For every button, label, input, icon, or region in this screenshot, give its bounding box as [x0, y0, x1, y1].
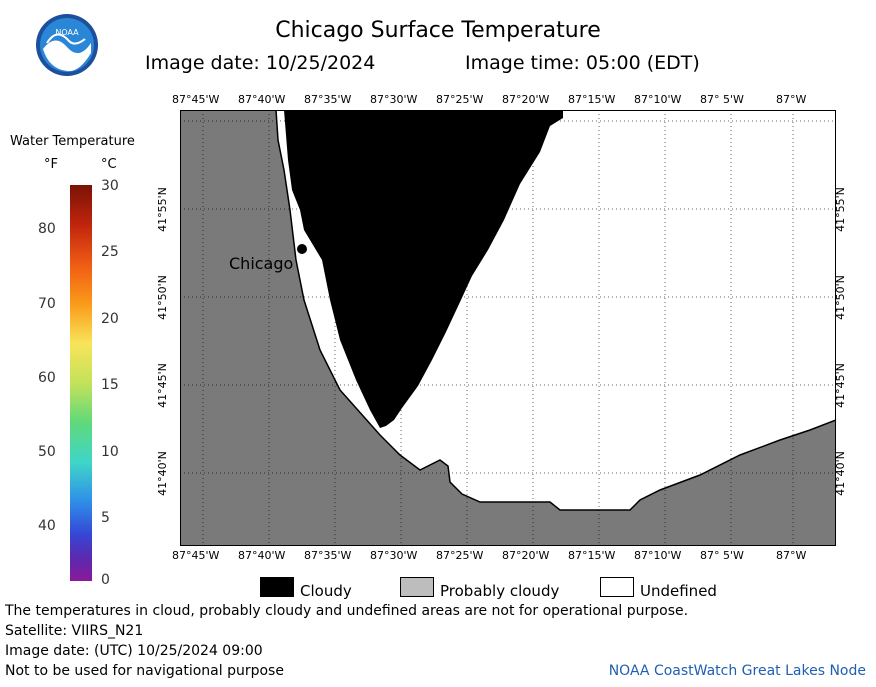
c-tick: 20	[101, 311, 119, 327]
f-tick: 50	[38, 444, 56, 460]
image-time: Image time: 05:00 (EDT)	[465, 52, 700, 74]
chicago-label: Chicago	[229, 254, 294, 273]
colorbar-gradient	[70, 185, 92, 581]
temperature-map	[180, 109, 837, 546]
lon-label: 87°45'W	[172, 549, 220, 562]
lon-label: 87°40'W	[238, 549, 286, 562]
lon-label: 87°25'W	[436, 93, 484, 106]
map-frame	[180, 110, 836, 546]
legend-label-undefined: Undefined	[640, 582, 717, 600]
f-tick: 60	[38, 370, 56, 386]
coastline	[275, 109, 837, 511]
lon-label: 87°45'W	[172, 93, 220, 106]
lat-label: 41°50'N	[155, 275, 169, 320]
c-tick: 15	[101, 377, 119, 393]
lat-label: 41°40'N	[155, 451, 169, 496]
footer-utc-date: Image date: (UTC) 10/25/2024 09:00	[5, 643, 263, 659]
cloud-area	[284, 110, 563, 428]
logo-text: NOAA	[55, 28, 79, 37]
lon-label: 87°30'W	[370, 93, 418, 106]
lon-label: 87°30'W	[370, 549, 418, 562]
lon-label: 87° 5'W	[700, 549, 744, 562]
footer-credit: NOAA CoastWatch Great Lakes Node	[608, 663, 866, 679]
image-date: Image date: 10/25/2024	[145, 52, 376, 74]
lon-label: 87°W	[776, 549, 807, 562]
c-tick: 10	[101, 444, 119, 460]
lon-label: 87°15'W	[568, 549, 616, 562]
c-tick: 25	[101, 244, 119, 260]
colorbar-unit-f: °F	[44, 157, 58, 172]
lon-label: 87°35'W	[304, 93, 352, 106]
c-tick: 30	[101, 178, 119, 194]
legend-swatch-cloudy	[260, 577, 294, 597]
colorbar-title: Water Temperature	[10, 134, 135, 149]
lon-label: 87° 5'W	[700, 93, 744, 106]
page-title: Chicago Surface Temperature	[275, 18, 601, 43]
lon-label: 87°25'W	[436, 549, 484, 562]
lon-label: 87°W	[776, 93, 807, 106]
lon-label: 87°20'W	[502, 93, 550, 106]
lon-label: 87°10'W	[634, 93, 682, 106]
footer-disclaimer: The temperatures in cloud, probably clou…	[5, 603, 689, 619]
lon-label: 87°15'W	[568, 93, 616, 106]
lon-label: 87°20'W	[502, 549, 550, 562]
chicago-marker	[297, 244, 307, 254]
f-tick: 80	[38, 221, 56, 237]
lat-label: 41°45'N	[155, 363, 169, 408]
lat-label: 41°55'N	[155, 187, 169, 232]
legend-label-probably-cloudy: Probably cloudy	[440, 582, 560, 600]
footer-satellite: Satellite: VIIRS_N21	[5, 623, 144, 639]
f-tick: 40	[38, 518, 56, 534]
legend-swatch-probably-cloudy	[400, 577, 434, 597]
lon-label: 87°10'W	[634, 549, 682, 562]
lon-label: 87°40'W	[238, 93, 286, 106]
noaa-logo: NOAA	[35, 13, 99, 77]
lon-label: 87°35'W	[304, 549, 352, 562]
legend-swatch-undefined	[600, 577, 634, 597]
graticule	[180, 110, 836, 546]
c-tick: 0	[101, 572, 110, 588]
colorbar-unit-c: °C	[101, 157, 117, 172]
land-area	[180, 110, 836, 546]
c-tick: 5	[101, 510, 110, 526]
legend-label-cloudy: Cloudy	[300, 582, 352, 600]
footer-navigation-warning: Not to be used for navigational purpose	[5, 663, 284, 679]
f-tick: 70	[38, 296, 56, 312]
